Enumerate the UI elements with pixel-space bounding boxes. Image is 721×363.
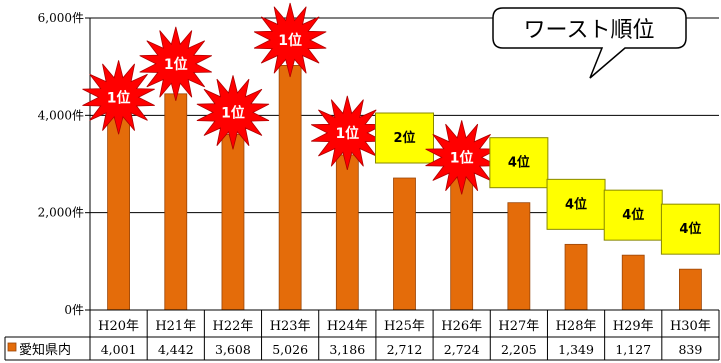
value-label: 3,186 xyxy=(329,342,365,357)
value-label: 839 xyxy=(678,342,702,357)
bar xyxy=(221,134,245,311)
bar xyxy=(278,65,302,311)
value-label: 5,026 xyxy=(272,342,308,357)
bar xyxy=(393,177,416,311)
rank-burst xyxy=(425,120,498,195)
rank-box xyxy=(489,137,549,189)
category-label: H27年 xyxy=(498,319,539,334)
rank-burst xyxy=(139,26,212,101)
y-tick-label: 6,000件 xyxy=(38,11,84,25)
rank-box xyxy=(603,189,663,241)
bar xyxy=(164,93,188,311)
bar xyxy=(679,268,702,311)
bar xyxy=(107,114,130,311)
value-label: 2,205 xyxy=(501,342,537,357)
category-label: H30年 xyxy=(670,319,711,334)
legend-swatch xyxy=(7,342,17,352)
rank-label: 2位 xyxy=(393,130,415,146)
value-label: 4,442 xyxy=(158,342,194,357)
value-label: 1,127 xyxy=(615,342,651,357)
callout-title: ワースト順位 xyxy=(524,18,655,43)
bar xyxy=(621,254,645,311)
rank-label: 1位 xyxy=(164,56,188,73)
rank-label: 4位 xyxy=(565,196,587,212)
value-label: 1,349 xyxy=(558,342,594,357)
value-label: 2,724 xyxy=(444,342,480,357)
rank-burst xyxy=(196,75,270,150)
rank-box xyxy=(375,112,434,164)
value-label: 2,712 xyxy=(387,342,423,357)
category-label: H24年 xyxy=(327,319,368,334)
rank-label: 1位 xyxy=(278,32,302,49)
rank-label: 1位 xyxy=(450,149,474,166)
category-label: H22年 xyxy=(213,319,254,334)
bar xyxy=(507,202,531,311)
category-label: H25年 xyxy=(384,319,425,334)
value-label: 3,608 xyxy=(215,342,251,357)
y-tick-label: 4,000件 xyxy=(38,108,84,122)
rank-markers: 1位 1位 1位 1位 1位 2位 1位 4位 4位 4位 4位 xyxy=(82,2,720,255)
y-tick-label: 2,000件 xyxy=(38,206,84,220)
bar xyxy=(564,243,588,311)
category-label: H21年 xyxy=(155,319,196,334)
bars xyxy=(107,65,702,311)
category-label: H23年 xyxy=(270,319,311,334)
bar xyxy=(450,177,474,311)
legend-series-name: 愛知県内 xyxy=(19,342,71,358)
axes xyxy=(85,17,719,311)
rank-box xyxy=(546,178,606,230)
rank-burst xyxy=(82,60,155,135)
rank-label: 4位 xyxy=(508,155,530,171)
rank-label: 4位 xyxy=(679,221,701,237)
rank-label: 4位 xyxy=(622,207,644,223)
rank-burst xyxy=(311,95,384,170)
rank-label: 1位 xyxy=(107,89,131,106)
rank-label: 1位 xyxy=(221,104,245,121)
y-axis-ticks: 0件 2,000件 4,000件 6,000件 xyxy=(38,11,84,317)
rank-burst xyxy=(253,2,327,78)
y-tick-label: 0件 xyxy=(64,303,84,317)
value-label: 4,001 xyxy=(101,342,137,357)
rank-label: 1位 xyxy=(335,125,359,142)
speech-bubble-icon: ワースト順位 xyxy=(492,7,687,79)
bar xyxy=(335,154,359,311)
data-table: H20年 4,001 H21年 4,442 H22年 3,608 H23年 5,026 H24年… xyxy=(4,310,720,361)
category-label: H20年 xyxy=(98,319,139,334)
category-label: H28年 xyxy=(556,319,597,334)
category-label: H29年 xyxy=(613,319,654,334)
category-label: H26年 xyxy=(441,319,482,334)
rank-box xyxy=(660,203,720,255)
